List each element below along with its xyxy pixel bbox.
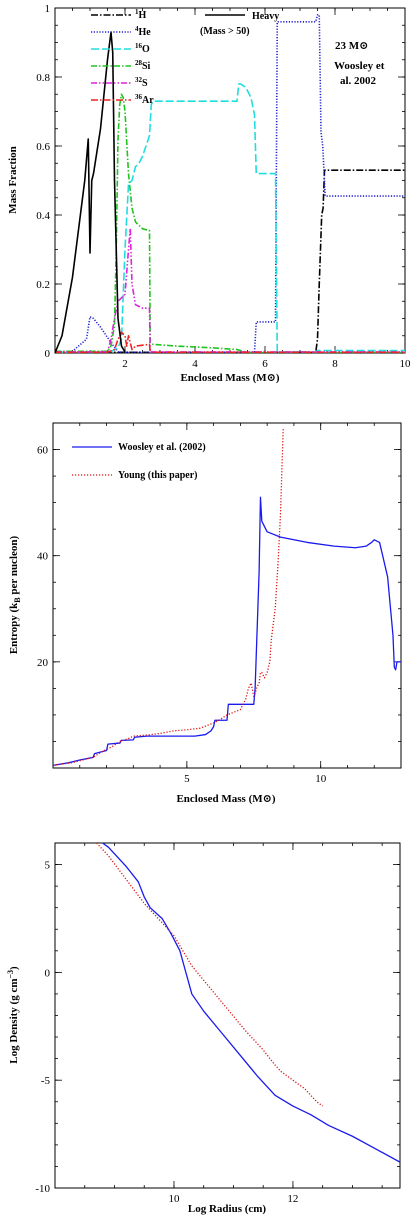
legend-label: Heavy	[252, 11, 279, 22]
panel-1-xlabel: Enclosed Mass (M⊙)	[180, 372, 279, 384]
series-line-young-this-paper--1	[53, 428, 284, 766]
panel-2-ylabel: Entropy (kB per nucleon)	[8, 536, 22, 655]
panel-1-series	[55, 14, 405, 353]
x-tick-label: 10	[168, 1193, 180, 1205]
series-line-si-3	[55, 93, 405, 353]
annotation-author-1: Woosley et	[334, 60, 385, 72]
y-tick-label: 60	[37, 445, 49, 457]
y-tick-label: 0.8	[36, 72, 50, 84]
x-tick-label: 4	[192, 358, 198, 370]
series-line-young-1	[96, 843, 324, 1107]
y-tick-label: 20	[37, 657, 49, 669]
legend-label: 28Si	[135, 59, 151, 72]
x-tick-label: 2	[122, 358, 128, 370]
legend-label: 4He	[135, 25, 151, 38]
series-line-heavy-6	[55, 31, 126, 353]
y-tick-label: 0.6	[36, 141, 50, 153]
x-tick-label: 12	[287, 1193, 298, 1205]
legend-label: 16O	[135, 42, 150, 55]
panel-3-ylabel: Log Density (g cm−3)	[6, 966, 20, 1064]
x-tick-label: 8	[332, 358, 338, 370]
panel-3-xlabel: Log Radius (cm)	[188, 1203, 267, 1215]
panel-3-ticks: 10 12 -10 -5 0 5	[35, 842, 400, 1205]
y-tick-label: 0.4	[36, 210, 50, 222]
series-line-o-2	[55, 83, 405, 353]
y-tick-label: 0.2	[36, 279, 50, 291]
y-tick-label: 1	[45, 3, 51, 15]
legend-label: 36Ar	[135, 93, 154, 106]
panel-mass-fraction: 2 4 6 8 10 0 0.2 0.4 0.6 0.8 1 1H 4He 16O 28Si 32S 36Ar…	[7, 3, 411, 384]
y-tick-label: -5	[41, 1075, 51, 1087]
series-line-s-4	[55, 228, 405, 353]
y-tick-label: 5	[45, 860, 51, 872]
annotation-author-2: al. 2002	[340, 75, 377, 87]
legend-label-line2: (Mass > 50)	[200, 26, 250, 37]
panel-2-series	[53, 428, 401, 766]
panel-density: 10 12 -10 -5 0 5 Log Radius (cm) Log Density …	[6, 842, 401, 1215]
legend-label: 1H	[135, 8, 147, 21]
legend-label: 32S	[135, 76, 148, 89]
y-tick-label: 40	[37, 551, 49, 563]
x-tick-label: 5	[184, 773, 190, 785]
legend-label: Woosley et al. (2002)	[118, 442, 206, 453]
y-tick-label: -10	[35, 1183, 50, 1195]
x-tick-label: 10	[400, 358, 412, 370]
y-tick-label: 0	[45, 967, 51, 979]
x-tick-label: 10	[315, 773, 327, 785]
panel-3-series	[96, 843, 400, 1163]
legend-label: Young (this paper)	[118, 470, 197, 481]
panel-2-frame	[52, 422, 402, 769]
panel-entropy: 5 10 20 40 60 Woosley et al. (2002) Young (th…	[8, 422, 402, 805]
panel-2-xlabel: Enclosed Mass (M⊙)	[176, 793, 275, 805]
panel-1-ticks: 2 4 6 8 10 0 0.2 0.4 0.6 0.8 1	[36, 3, 411, 370]
panel-2-ticks: 5 10 20 40 60	[37, 422, 402, 785]
series-line-h-0	[55, 169, 405, 353]
series-line-woosley-0	[101, 843, 400, 1163]
panel-1-legend: 1H 4He 16O 28Si 32S 36Ar Heavy(Mass > 50)	[91, 8, 279, 106]
series-line-woosley-et-al-2002--0	[53, 496, 401, 766]
x-tick-label: 6	[262, 358, 268, 370]
panel-1-ylabel: Mass Fraction	[7, 146, 19, 214]
series-line-ar-5	[55, 331, 405, 353]
panel-3-frame	[54, 842, 401, 1189]
annotation-mass: 23 M⊙	[335, 40, 368, 52]
y-tick-label: 0	[45, 348, 51, 360]
panel-2-legend: Woosley et al. (2002) Young (this paper)	[72, 442, 206, 481]
